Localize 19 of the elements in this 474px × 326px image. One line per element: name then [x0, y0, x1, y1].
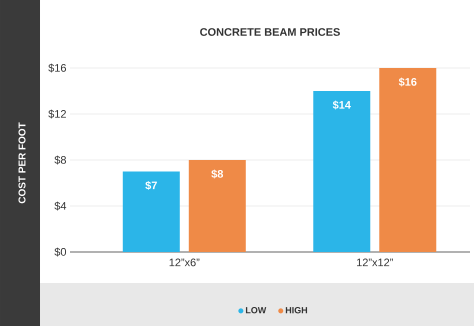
y-tick-label: $4: [54, 202, 66, 210]
bar: [313, 90, 370, 252]
y-tick-label: $0: [54, 248, 66, 256]
data-label: $14: [332, 100, 351, 110]
bar: [122, 172, 180, 252]
y-tick-label: $16: [48, 64, 66, 72]
bar: [379, 68, 436, 252]
data-label: $16: [398, 78, 417, 86]
y-tick-label: $8: [54, 156, 66, 164]
x-tick-label: 12”x12”: [357, 258, 393, 266]
legend-label: LOW: [246, 307, 266, 314]
y-tick-label: $12: [48, 110, 66, 118]
data-label: $8: [211, 170, 224, 178]
data-label: $7: [145, 181, 157, 190]
y-axis-title: COST PER FOOT: [18, 122, 26, 204]
bar: [188, 160, 246, 252]
x-tick-label: 12”x6”: [170, 258, 200, 266]
legend-label: HIGH: [286, 307, 308, 314]
chart-title: CONCRETE BEAM PRICES: [200, 28, 340, 36]
